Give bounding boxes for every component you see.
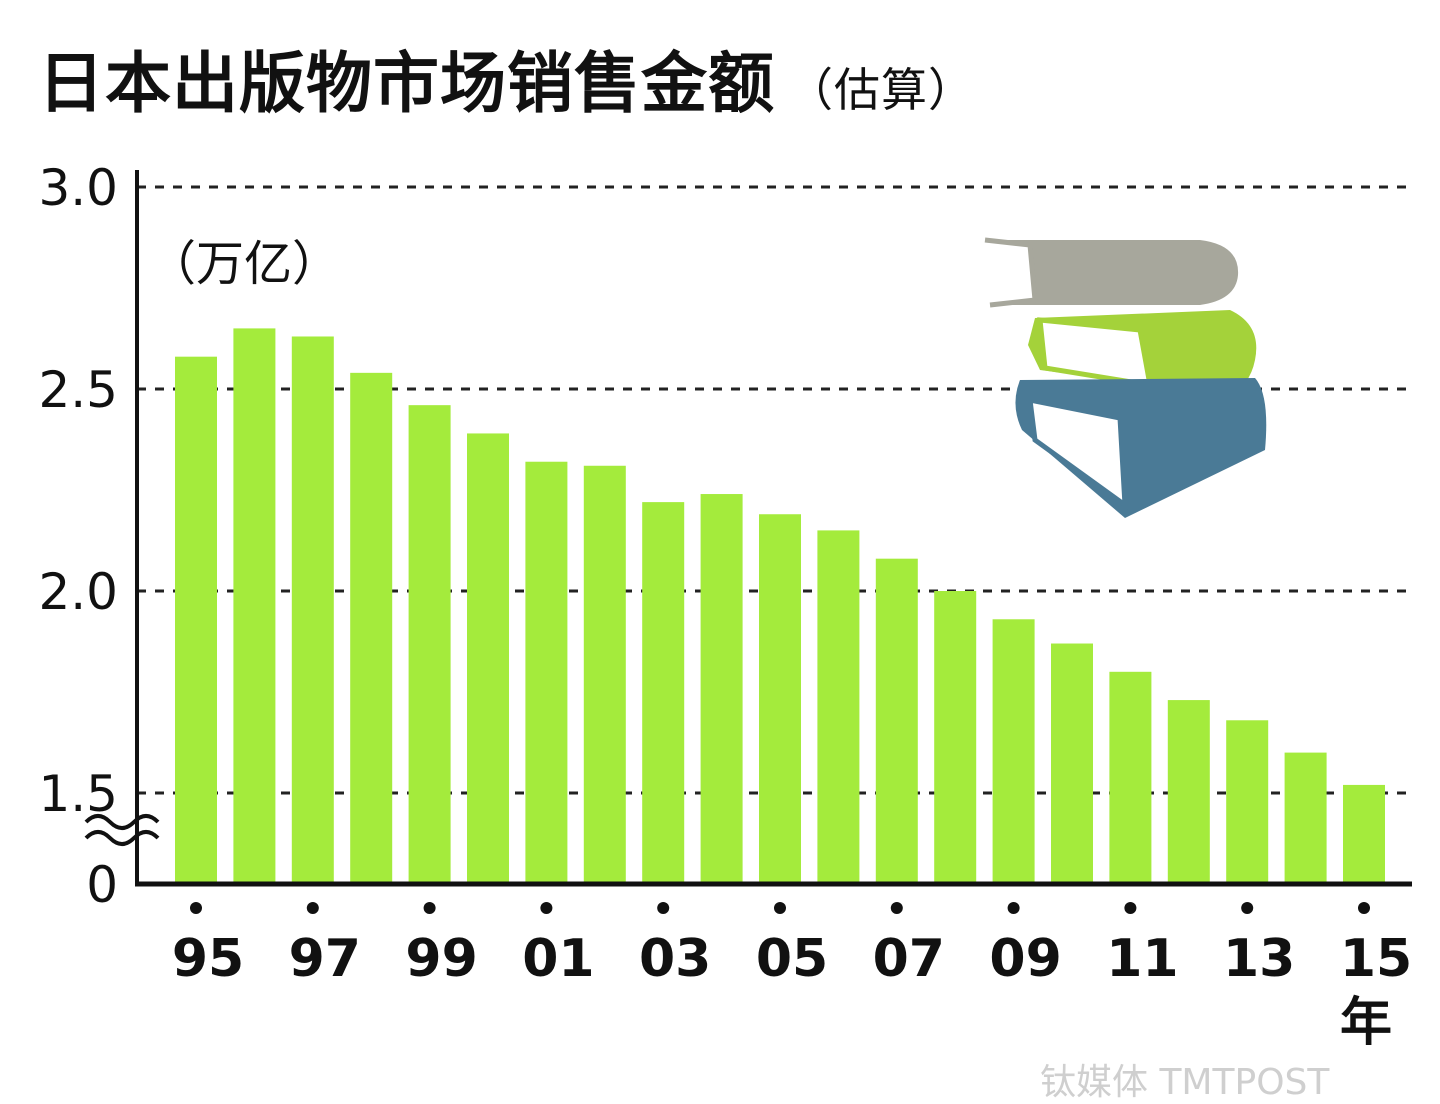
y-unit-label: （万亿） (148, 236, 340, 292)
x-tick-dot (540, 902, 553, 914)
bar-08 (934, 591, 977, 884)
x-tick-dot (657, 902, 670, 914)
x-tick-label: 07 (873, 929, 945, 989)
axis-break-icon (84, 814, 160, 846)
x-tick-dot (1007, 902, 1020, 914)
x-tick-label: 13 (1223, 929, 1295, 989)
bar-98 (350, 372, 393, 884)
bar-99 (408, 405, 451, 884)
bar-15 (1343, 784, 1385, 884)
x-tick-dot (190, 902, 202, 914)
y-tick-label: 2.0 (38, 563, 118, 621)
x-unit-label: 年 (1340, 993, 1392, 1053)
bar-07 (875, 558, 918, 884)
y-tick-label: 3.0 (38, 159, 118, 217)
bar-97 (291, 336, 334, 885)
x-tick-label: 97 (289, 929, 361, 989)
bar-05 (759, 514, 801, 884)
bar-14 (1284, 752, 1327, 884)
books-illustration (984, 237, 1267, 518)
bar-95 (175, 356, 217, 884)
chart-subtitle: （估算） (787, 63, 975, 117)
bars (175, 328, 1385, 885)
x-tick-label: 09 (989, 929, 1061, 989)
y-ticks: 3.0 2.5 2.0 1.5 0 (38, 159, 118, 914)
bar-04 (700, 494, 743, 884)
bar-03 (642, 502, 685, 884)
bar-06 (817, 530, 860, 884)
x-tick-label: 95 (172, 929, 244, 989)
x-tick-label: 05 (756, 929, 828, 989)
y-tick-label: 1.5 (38, 765, 118, 823)
bar-12 (1167, 700, 1210, 884)
bar-00 (467, 433, 509, 884)
x-tick-dot (1358, 902, 1370, 914)
y-tick-label: 2.5 (38, 361, 118, 419)
bar-09 (992, 619, 1035, 884)
bar-13 (1226, 720, 1269, 884)
bar-11 (1109, 671, 1152, 884)
bar-96 (233, 328, 276, 884)
bar-01 (525, 461, 568, 884)
x-tick-dot (306, 902, 319, 914)
watermark: 钛媒体 TMTPOST (1040, 1062, 1330, 1103)
x-tick-dot (423, 902, 436, 914)
x-tick-label: 01 (522, 929, 594, 989)
x-tick-label: 99 (405, 929, 477, 989)
bar-02 (583, 465, 626, 884)
y-tick-label: 0 (86, 856, 118, 914)
x-tick-dot (890, 902, 903, 914)
x-tick-label: 03 (639, 929, 711, 989)
x-tick-dot (1241, 902, 1254, 914)
title-text: 日本出版物市场销售金额 (38, 45, 775, 122)
chart-title: 日本出版物市场销售金额 （估算） (38, 30, 975, 126)
x-ticks: 95 97 99 01 03 05 07 09 11 13 15 (172, 902, 1412, 989)
x-tick-label: 15 (1340, 929, 1412, 989)
x-tick-label: 11 (1106, 929, 1178, 989)
bar-10 (1051, 643, 1093, 884)
x-tick-dot (1124, 902, 1137, 914)
axes (84, 170, 1412, 887)
x-tick-dot (774, 902, 786, 914)
